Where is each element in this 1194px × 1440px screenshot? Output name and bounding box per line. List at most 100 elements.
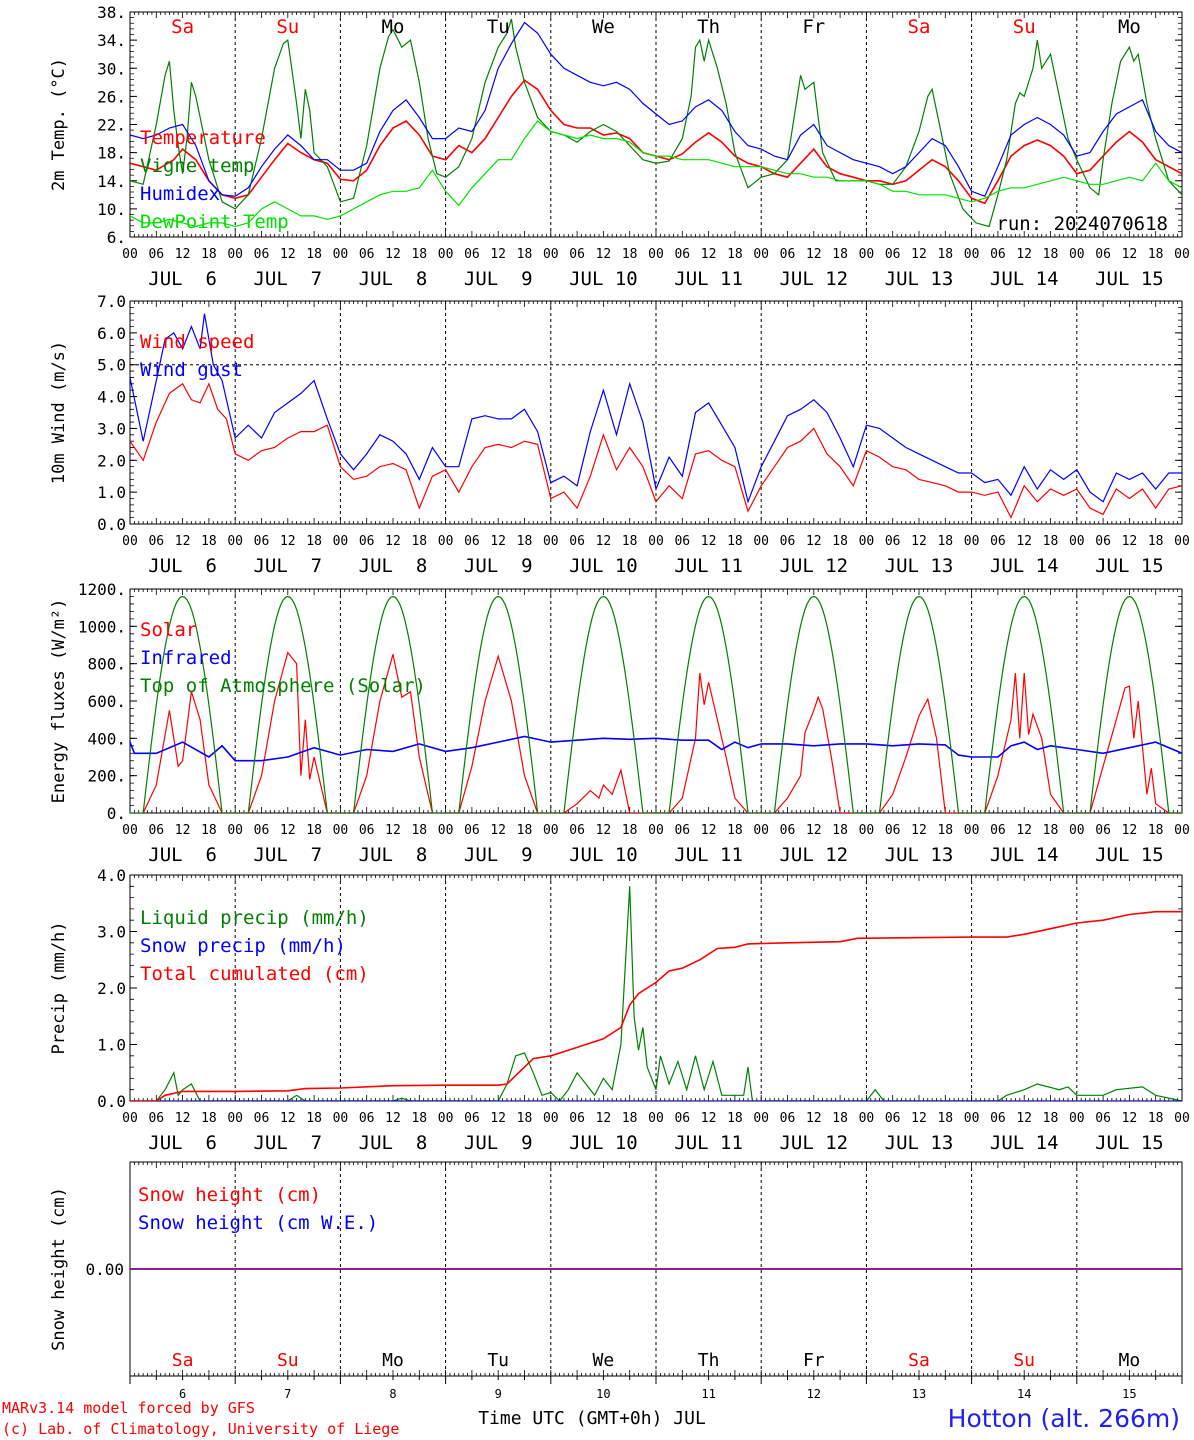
y-tick-label: 600. [87, 692, 126, 711]
y-tick-label: 1.0 [97, 483, 126, 502]
series-line-wind-gust [130, 313, 1182, 504]
hour-tick-label: 00 [1069, 1111, 1085, 1126]
hour-tick-label: 00 [227, 1111, 243, 1126]
hour-tick-label: 06 [148, 823, 164, 838]
hour-tick-label: 12 [1122, 1111, 1138, 1126]
hour-tick-label: 00 [122, 247, 138, 262]
hour-tick-label: 18 [1043, 1111, 1059, 1126]
hour-tick-label: 18 [201, 1111, 217, 1126]
y-tick-label: 6. [107, 228, 126, 247]
y-axis-label: 2m Temp. (°C) [49, 58, 69, 191]
hour-tick-label: 06 [1095, 534, 1111, 549]
hour-tick-label: 18 [1043, 247, 1059, 262]
weekday-label-top: Su [276, 16, 299, 38]
hour-tick-label: 12 [911, 1111, 927, 1126]
hour-tick-label: 12 [385, 534, 401, 549]
hour-tick-label: 06 [464, 247, 480, 262]
x-ticks [129, 1162, 1183, 1376]
hour-tick-label: 00 [1174, 534, 1190, 549]
hour-tick-label: 18 [306, 823, 322, 838]
date-label: JUL 10 [569, 268, 638, 290]
hour-tick-label: 12 [1016, 823, 1032, 838]
hour-tick-label: 12 [1122, 247, 1138, 262]
hour-tick-label: 18 [622, 534, 638, 549]
hour-tick-label: 12 [1122, 823, 1138, 838]
hour-tick-label: 12 [280, 1111, 296, 1126]
hour-tick-label: 00 [859, 1111, 875, 1126]
hour-tick-label: 00 [543, 247, 559, 262]
hour-tick-label: 00 [543, 1111, 559, 1126]
hour-tick-label: 18 [727, 1111, 743, 1126]
hour-tick-label: 18 [517, 1111, 533, 1126]
date-label: JUL 6 [148, 268, 217, 290]
date-label: JUL 10 [569, 1132, 638, 1154]
date-label: JUL 13 [885, 268, 954, 290]
hour-tick-label: 00 [333, 534, 349, 549]
date-label: JUL 9 [464, 1132, 533, 1154]
hour-tick-label: 18 [517, 247, 533, 262]
hour-tick-label: 12 [911, 534, 927, 549]
weekday-label-top: Th [697, 16, 720, 38]
hour-tick-label: 12 [490, 247, 506, 262]
hour-tick-label: 00 [438, 823, 454, 838]
hour-tick-label: 06 [885, 1111, 901, 1126]
weekday-label-top: Su [1013, 16, 1036, 38]
hour-tick-label: 18 [1148, 823, 1164, 838]
legend-entry: Wind gust [140, 359, 243, 381]
y-tick-label: 2.0 [97, 979, 126, 998]
date-label: JUL 14 [990, 844, 1059, 866]
hour-tick-label: 06 [780, 534, 796, 549]
panel-4: 0.0 1.0 2.0 3.0 4.0 Precip (mm/h) Liquid preci… [49, 866, 1190, 1154]
hour-tick-label: 12 [175, 247, 191, 262]
y-tick-label: 0. [107, 804, 126, 823]
hour-tick-label: 00 [1174, 247, 1190, 262]
date-label: JUL 12 [779, 555, 848, 577]
hour-tick-label: 18 [411, 1111, 427, 1126]
y-tick-label: 14. [97, 172, 126, 191]
panel-5: 0.00 Snow height (cm) Snow height (cm) Snow… [49, 1161, 1183, 1377]
hour-tick-label: 06 [1095, 247, 1111, 262]
hour-tick-label: 00 [227, 534, 243, 549]
hour-tick-label: 00 [964, 823, 980, 838]
date-label: JUL 12 [779, 1132, 848, 1154]
hour-tick-label: 06 [674, 823, 690, 838]
legend-entry: Top of Atmosphere (Solar) [140, 675, 426, 697]
hour-tick-label: 18 [727, 823, 743, 838]
hour-tick-label: 00 [333, 823, 349, 838]
hour-tick-label: 06 [990, 534, 1006, 549]
hour-tick-label: 18 [622, 1111, 638, 1126]
hour-tick-label: 00 [227, 823, 243, 838]
date-label: JUL 11 [674, 1132, 743, 1154]
y-tick-label: 38. [97, 3, 126, 22]
hour-tick-label: 00 [1069, 823, 1085, 838]
hour-tick-label: 18 [306, 534, 322, 549]
hour-tick-label: 12 [1122, 534, 1138, 549]
hour-tick-label: 00 [859, 534, 875, 549]
date-label: JUL 14 [990, 555, 1059, 577]
hour-tick-label: 06 [990, 823, 1006, 838]
weekday-label-top: We [592, 16, 615, 38]
date-label: JUL 9 [464, 555, 533, 577]
weekday-label-top: Sa [171, 16, 194, 38]
y-tick-label: 1200. [78, 580, 126, 599]
hour-tick-label: 06 [990, 247, 1006, 262]
y-tick-label: 0.0 [97, 1092, 126, 1111]
day-number-label: 14 [1017, 1387, 1031, 1401]
hour-tick-label: 12 [911, 823, 927, 838]
hour-tick-label: 06 [780, 1111, 796, 1126]
hour-tick-label: 12 [911, 247, 927, 262]
hour-tick-label: 00 [964, 1111, 980, 1126]
legend-entry: Temperature [140, 127, 266, 149]
hour-tick-label: 00 [648, 247, 664, 262]
y-axis-label: 10m Wind (m/s) [49, 341, 69, 484]
hour-tick-label: 18 [1148, 247, 1164, 262]
day-number-label: 9 [495, 1387, 502, 1401]
hour-tick-label: 18 [832, 823, 848, 838]
hour-tick-label: 18 [306, 247, 322, 262]
hour-tick-label: 06 [569, 823, 585, 838]
day-number-label: 8 [389, 1387, 396, 1401]
hour-tick-label: 00 [122, 534, 138, 549]
hour-tick-label: 06 [464, 534, 480, 549]
hour-tick-label: 06 [254, 534, 270, 549]
legend-entry: Total cumulated (cm) [140, 963, 369, 985]
